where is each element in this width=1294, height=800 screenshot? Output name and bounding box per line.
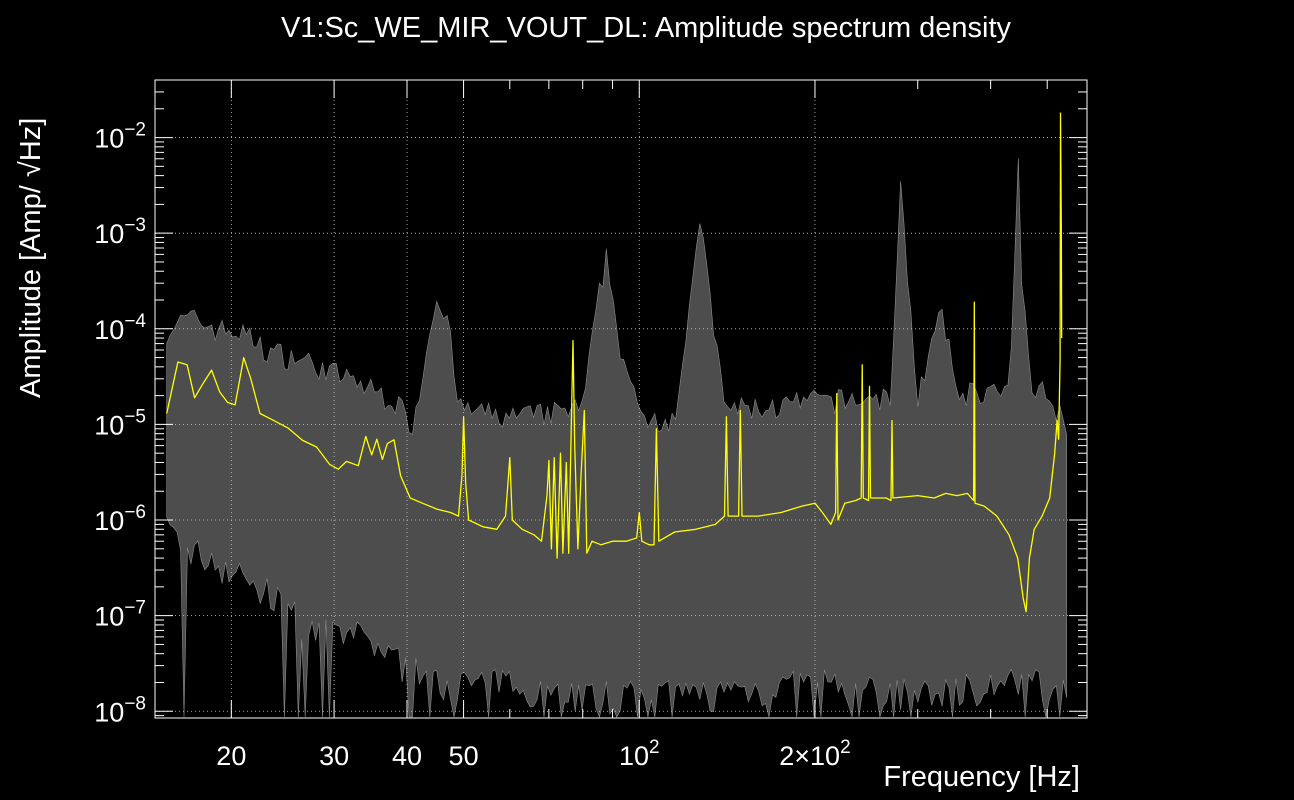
x-tick-label: 2×102 bbox=[779, 737, 850, 771]
series-layer bbox=[166, 112, 1063, 613]
sqrt-symbol: √ bbox=[15, 161, 47, 177]
x-tick-label-base: 40 bbox=[392, 741, 422, 771]
y-tick-label: 10−3 bbox=[94, 215, 146, 249]
y-axis-label-hz: Hz] bbox=[15, 118, 47, 162]
y-tick-label: 10−8 bbox=[94, 693, 146, 727]
chart-title: V1:Sc_WE_MIR_VOUT_DL: Amplitude spectrum… bbox=[281, 12, 1012, 44]
history-band bbox=[166, 158, 1067, 718]
y-tick-label-exp: −3 bbox=[124, 215, 146, 236]
y-tick-label-exp: −2 bbox=[124, 120, 146, 141]
x-tick-label-base: 20 bbox=[216, 741, 246, 771]
y-tick-label: 10−7 bbox=[94, 598, 146, 632]
y-tick-label-exp: −8 bbox=[124, 693, 146, 714]
y-tick-label: 10−4 bbox=[94, 311, 146, 345]
x-tick-label-exp: 2 bbox=[649, 737, 660, 758]
x-tick-label-base: 2×10 bbox=[779, 741, 840, 771]
y-tick-label: 10−6 bbox=[94, 502, 146, 536]
y-tick-label-exp: −7 bbox=[124, 598, 146, 619]
y-tick-label-base: 10 bbox=[94, 124, 124, 154]
series-line bbox=[166, 112, 1063, 613]
y-tick-labels: 10−810−710−610−510−410−310−2 bbox=[94, 120, 146, 728]
y-tick-label-base: 10 bbox=[94, 315, 124, 345]
x-tick-label: 40 bbox=[392, 741, 422, 771]
history-band-area bbox=[166, 158, 1067, 718]
y-tick-label-base: 10 bbox=[94, 219, 124, 249]
x-tick-label: 20 bbox=[216, 741, 246, 771]
y-axis-label: Amplitude [Amp/ √Hz] bbox=[15, 118, 47, 398]
y-axis-label-main: Amplitude [Amp/ bbox=[15, 177, 47, 398]
grid bbox=[155, 80, 1087, 718]
x-tick-label-base: 50 bbox=[449, 741, 479, 771]
x-tick-label-exp: 2 bbox=[840, 737, 851, 758]
x-tick-label-base: 10 bbox=[619, 741, 649, 771]
y-tick-label-exp: −4 bbox=[124, 311, 146, 332]
x-tick-label: 50 bbox=[449, 741, 479, 771]
x-tick-labels: 20 30 40 50 102 2×102 bbox=[216, 737, 850, 771]
y-tick-label: 10−2 bbox=[94, 120, 146, 154]
plot-frame bbox=[154, 79, 1088, 719]
y-tick-label-exp: −6 bbox=[124, 502, 146, 523]
axis-ticks bbox=[155, 79, 1087, 718]
y-tick-label-base: 10 bbox=[94, 697, 124, 727]
y-tick-label-base: 10 bbox=[94, 410, 124, 440]
x-axis-label: Frequency [Hz] bbox=[883, 761, 1080, 793]
y-axis-label-text: Amplitude [Amp/ √Hz] bbox=[15, 118, 47, 398]
x-tick-label: 102 bbox=[619, 737, 660, 771]
y-tick-label-exp: −5 bbox=[124, 406, 146, 427]
x-tick-label: 30 bbox=[319, 741, 349, 771]
y-tick-label: 10−5 bbox=[94, 406, 146, 440]
y-tick-label-base: 10 bbox=[94, 602, 124, 632]
y-tick-label-base: 10 bbox=[94, 506, 124, 536]
x-tick-label-base: 30 bbox=[319, 741, 349, 771]
